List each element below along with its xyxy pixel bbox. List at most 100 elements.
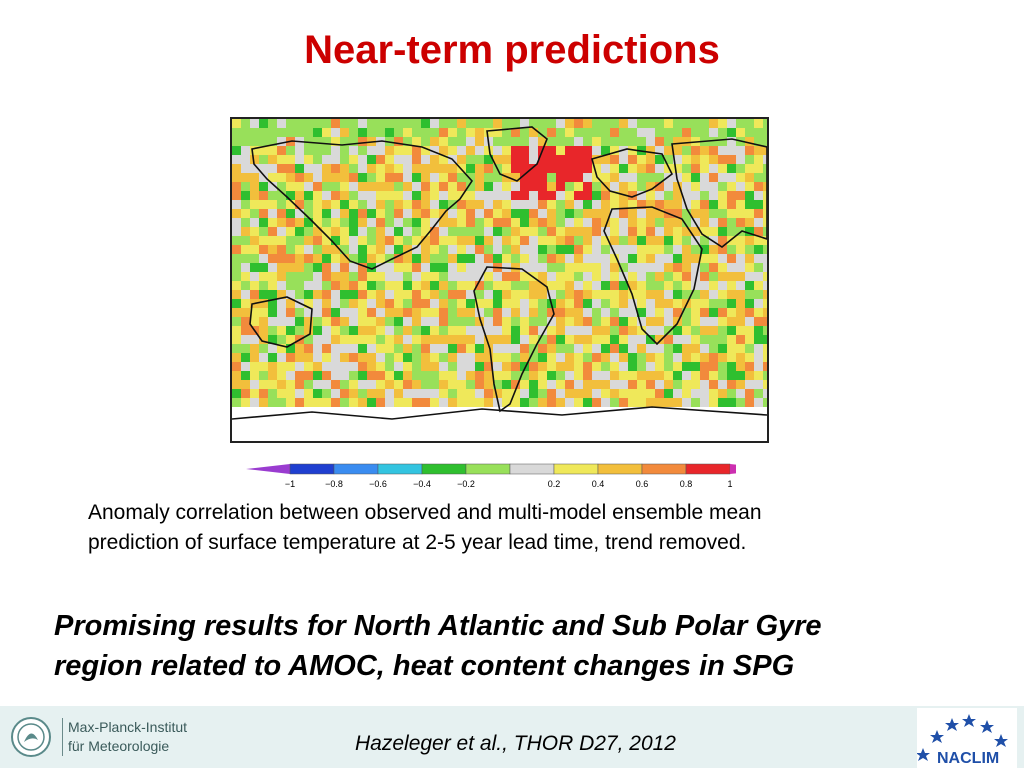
map-cell (259, 209, 268, 218)
map-cell (502, 155, 511, 164)
map-cell (745, 119, 754, 128)
map-cell (637, 362, 646, 371)
map-cell (322, 218, 331, 227)
map-cell (448, 362, 457, 371)
map-cell (439, 164, 448, 173)
map-cell (556, 335, 565, 344)
map-cell (322, 236, 331, 245)
map-cell (367, 299, 376, 308)
map-cell (646, 380, 655, 389)
map-cell (592, 254, 601, 263)
map-cell (358, 164, 367, 173)
map-cell (358, 182, 367, 191)
map-cell (295, 371, 304, 380)
map-cell (583, 398, 592, 407)
map-cell (565, 191, 574, 200)
map-cell (601, 209, 610, 218)
map-cell (250, 335, 259, 344)
map-cell (691, 245, 700, 254)
map-cell (700, 245, 709, 254)
mpi-logo-block: Max-Planck-Institut für Meteorologie (10, 714, 210, 760)
map-cell (655, 254, 664, 263)
map-cell (547, 191, 556, 200)
map-cell (511, 290, 520, 299)
map-cell (637, 308, 646, 317)
map-cell (565, 119, 574, 128)
map-cell (574, 272, 583, 281)
colorbar-tick-label: 0.2 (548, 479, 561, 489)
map-cell (466, 344, 475, 353)
map-cell (448, 254, 457, 263)
map-cell (727, 335, 736, 344)
map-cell (511, 128, 520, 137)
map-cell (700, 146, 709, 155)
map-cell (709, 389, 718, 398)
map-cell (358, 119, 367, 128)
map-cell (349, 371, 358, 380)
map-cell (304, 236, 313, 245)
map-cell (466, 308, 475, 317)
map-cell (736, 416, 745, 425)
map-cell (358, 380, 367, 389)
map-cell (637, 317, 646, 326)
map-cell (682, 434, 691, 441)
map-cell (511, 263, 520, 272)
map-cell (394, 236, 403, 245)
map-cell (592, 245, 601, 254)
map-cell (529, 146, 538, 155)
map-cell (736, 200, 745, 209)
map-cell (682, 290, 691, 299)
map-cell (331, 218, 340, 227)
map-cell (277, 434, 286, 441)
map-cell (448, 308, 457, 317)
map-cell (520, 308, 529, 317)
map-cell (304, 434, 313, 441)
map-cell (619, 245, 628, 254)
map-cell (484, 164, 493, 173)
map-cell (277, 245, 286, 254)
map-cell (412, 398, 421, 407)
map-cell (394, 362, 403, 371)
greenland-coast (486, 126, 548, 182)
map-cell (430, 344, 439, 353)
map-cell (673, 155, 682, 164)
map-cell (673, 299, 682, 308)
map-cell (466, 119, 475, 128)
map-cell (295, 398, 304, 407)
map-cell (295, 119, 304, 128)
map-cell (673, 371, 682, 380)
map-cell (592, 146, 601, 155)
map-cell (673, 191, 682, 200)
map-cell (412, 164, 421, 173)
map-cell (457, 209, 466, 218)
map-cell (628, 434, 637, 441)
map-cell (511, 353, 520, 362)
map-cell (655, 236, 664, 245)
map-cell (646, 425, 655, 434)
map-cell (484, 191, 493, 200)
map-cell (646, 263, 655, 272)
map-cell (466, 335, 475, 344)
map-cell (520, 218, 529, 227)
map-cell (277, 164, 286, 173)
map-cell (430, 398, 439, 407)
map-cell (547, 398, 556, 407)
map-cell (673, 128, 682, 137)
map-cell (646, 371, 655, 380)
map-cell (511, 164, 520, 173)
map-cell (313, 335, 322, 344)
map-cell (700, 362, 709, 371)
map-cell (268, 191, 277, 200)
map-cell (331, 326, 340, 335)
map-cell (484, 344, 493, 353)
map-cell (691, 308, 700, 317)
map-cell (313, 227, 322, 236)
map-cell (466, 146, 475, 155)
map-cell (691, 254, 700, 263)
map-cell (556, 353, 565, 362)
map-cell (277, 200, 286, 209)
map-cell (646, 155, 655, 164)
map-cell (340, 173, 349, 182)
map-cell (538, 191, 547, 200)
map-cell (745, 398, 754, 407)
